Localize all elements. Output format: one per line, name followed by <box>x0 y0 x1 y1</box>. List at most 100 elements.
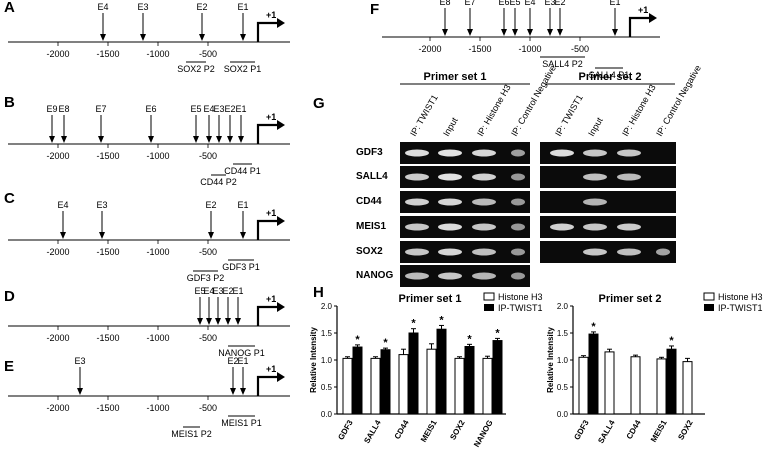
x-tick-label: SALL4 <box>596 418 617 445</box>
lane-label: Input <box>441 115 460 138</box>
chart-title: Primer set 2 <box>599 293 662 305</box>
gel-band <box>617 173 641 181</box>
tick-label: -1000 <box>146 403 169 413</box>
tick-label: -500 <box>199 49 217 59</box>
arrowhead-icon <box>148 136 154 143</box>
element-label: E3 <box>212 286 223 296</box>
bar <box>426 348 437 415</box>
tss-arrow-icon <box>256 123 278 144</box>
arrowhead-icon <box>240 34 246 41</box>
arrowhead-icon <box>197 318 203 325</box>
gel-strip <box>400 241 530 263</box>
tick-label: -2000 <box>46 403 69 413</box>
gel-band <box>438 248 462 256</box>
bar-chart-2: Primer set 2 0.0 0.5 1.0 1.5 2.0 Relative Inte… <box>546 292 763 445</box>
tick-label: -1000 <box>146 333 169 343</box>
element-label: E1 <box>237 2 248 12</box>
panel-C: C -2000 -1500 -1000 -500 E4 E3 E2 E1 +1 GDF3 P1GDF… <box>4 190 290 283</box>
arrowhead-icon <box>512 29 518 36</box>
tick-label: -500 <box>199 333 217 343</box>
x-tick-label: MEIS1 <box>419 418 439 444</box>
primer-set-title: Primer set 1 <box>424 71 487 83</box>
tss-arrow-icon <box>256 375 278 396</box>
primer-label: SALL4 P2 <box>542 59 583 69</box>
gel-band <box>405 223 429 231</box>
arrowhead-icon <box>467 29 473 36</box>
arrowhead-icon <box>501 29 507 36</box>
tss-arrowhead-icon <box>277 18 285 28</box>
gel-band <box>583 223 607 231</box>
legend-swatch <box>483 292 495 301</box>
gel-band <box>405 149 429 157</box>
element-label: E5 <box>194 286 205 296</box>
legend-swatch <box>484 304 494 311</box>
element-label: E4 <box>97 2 108 12</box>
gel-band <box>656 248 670 256</box>
bar <box>380 349 391 415</box>
arrowhead-icon <box>235 318 241 325</box>
arrowhead-icon <box>230 388 236 395</box>
gel-strip <box>540 142 676 164</box>
y-tick-label: 2.0 <box>557 302 569 311</box>
arrowhead-icon <box>100 34 106 41</box>
gel-band <box>511 272 525 280</box>
y-tick-label: 2.0 <box>321 302 333 311</box>
y-tick-label: 1.0 <box>321 356 333 365</box>
gel-band <box>617 149 641 157</box>
element-label: E2 <box>227 356 238 366</box>
arrowhead-icon <box>193 136 199 143</box>
lane-label: Input <box>586 115 605 138</box>
gel-band <box>438 198 462 206</box>
y-axis-label: Relative Intensity <box>546 327 555 393</box>
tick-label: -1000 <box>146 151 169 161</box>
significance-star: * <box>591 321 596 333</box>
tick-label: -1000 <box>518 44 541 54</box>
gel-band <box>550 149 574 157</box>
bar <box>656 358 667 415</box>
bar <box>436 328 447 415</box>
element-label: E3 <box>544 0 555 7</box>
gel-band <box>583 149 607 157</box>
bar <box>578 356 589 415</box>
gel-band <box>472 272 496 280</box>
gel-band <box>511 173 525 181</box>
element-label: E5 <box>509 0 520 7</box>
y-tick-label: 0.5 <box>321 383 333 392</box>
lane-label: IP: Histone H3 <box>620 83 658 138</box>
bar <box>588 333 599 415</box>
gel-band <box>511 198 525 206</box>
bar <box>408 332 419 415</box>
y-tick-label: 0.5 <box>557 383 569 392</box>
arrowhead-icon <box>557 29 563 36</box>
gene-label: NANOG <box>356 270 393 281</box>
bar <box>630 356 641 415</box>
tick-label: -500 <box>199 151 217 161</box>
gel-band <box>583 173 607 181</box>
element-label: E8 <box>58 104 69 114</box>
panel-label: D <box>4 288 15 305</box>
arrowhead-icon <box>140 34 146 41</box>
element-label: E4 <box>57 200 68 210</box>
tick-label: -2000 <box>46 151 69 161</box>
primer-label: CD44 P2 <box>200 177 237 187</box>
gene-label: MEIS1 <box>356 221 386 232</box>
arrowhead-icon <box>227 136 233 143</box>
significance-star: * <box>383 337 388 349</box>
tick-label: -2000 <box>46 333 69 343</box>
tick-label: -1500 <box>96 49 119 59</box>
gel-band <box>405 248 429 256</box>
element-label: E6 <box>498 0 509 7</box>
arrowhead-icon <box>49 136 55 143</box>
gel-strip <box>540 166 676 188</box>
significance-star: * <box>467 333 472 345</box>
x-tick-label: GDF3 <box>336 418 355 441</box>
primer-label: NANOG P1 <box>218 348 265 358</box>
panel-label: C <box>4 190 15 207</box>
tick-label: -1500 <box>96 403 119 413</box>
gel-strip <box>400 216 530 238</box>
significance-star: * <box>355 334 360 346</box>
